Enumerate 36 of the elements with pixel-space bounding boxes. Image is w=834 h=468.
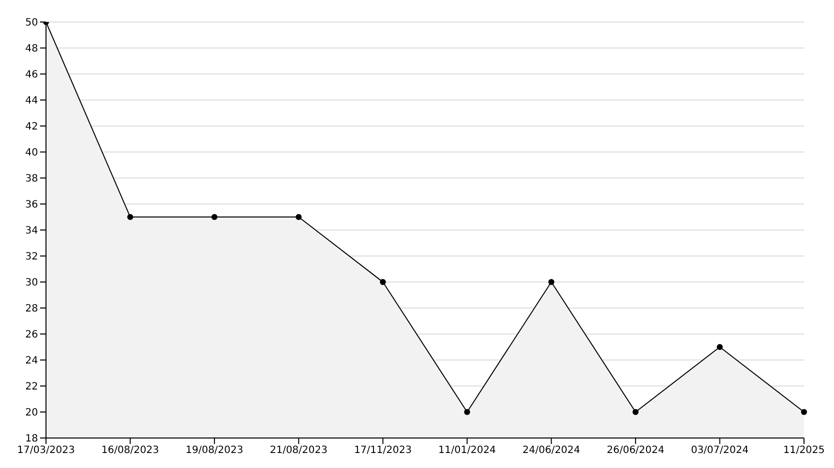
x-tick-label: 03/07/2024 xyxy=(690,445,749,456)
y-tick-label: 34 xyxy=(25,226,38,237)
y-tick-label: 50 xyxy=(25,18,38,29)
point xyxy=(380,279,386,285)
point xyxy=(716,344,723,350)
y-tick-label: 30 xyxy=(25,278,38,289)
x-tick-label: 24/06/2024 xyxy=(522,445,580,456)
point xyxy=(801,409,807,415)
y-tick-label: 42 xyxy=(25,122,38,133)
y-tick-label: 22 xyxy=(25,382,38,393)
y-tick-label: 46 xyxy=(25,70,38,81)
y-tick-label: 36 xyxy=(25,200,38,211)
y-tick-label: 18 xyxy=(25,434,38,445)
x-tick-label: 21/08/2023 xyxy=(270,445,328,456)
x-tick-label: 17/03/2023 xyxy=(17,445,75,456)
y-tick-label: 32 xyxy=(25,252,38,263)
x-tick-label: 19/08/2023 xyxy=(186,445,244,456)
y-tick-label: 48 xyxy=(25,44,38,55)
point xyxy=(548,279,554,285)
point xyxy=(211,214,218,220)
y-tick-label: 24 xyxy=(25,356,38,367)
y-tick-label: 20 xyxy=(25,408,38,419)
y-tick-label: 40 xyxy=(25,148,38,159)
y-tick-label: 28 xyxy=(25,304,38,315)
point xyxy=(464,409,470,415)
point xyxy=(296,214,302,220)
x-tick-label: 11/01/2024 xyxy=(438,445,496,456)
x-tick-label: 26/06/2024 xyxy=(606,445,664,456)
x-tick-label: 11/2025 xyxy=(783,445,825,456)
x-tick-label: 17/11/2023 xyxy=(354,445,412,456)
y-tick-label: 26 xyxy=(25,330,38,341)
y-tick-label: 44 xyxy=(25,96,38,107)
point xyxy=(127,214,134,220)
y-tick-label: 38 xyxy=(25,174,38,185)
x-tick-label: 16/08/2023 xyxy=(101,445,160,456)
point xyxy=(632,409,639,415)
